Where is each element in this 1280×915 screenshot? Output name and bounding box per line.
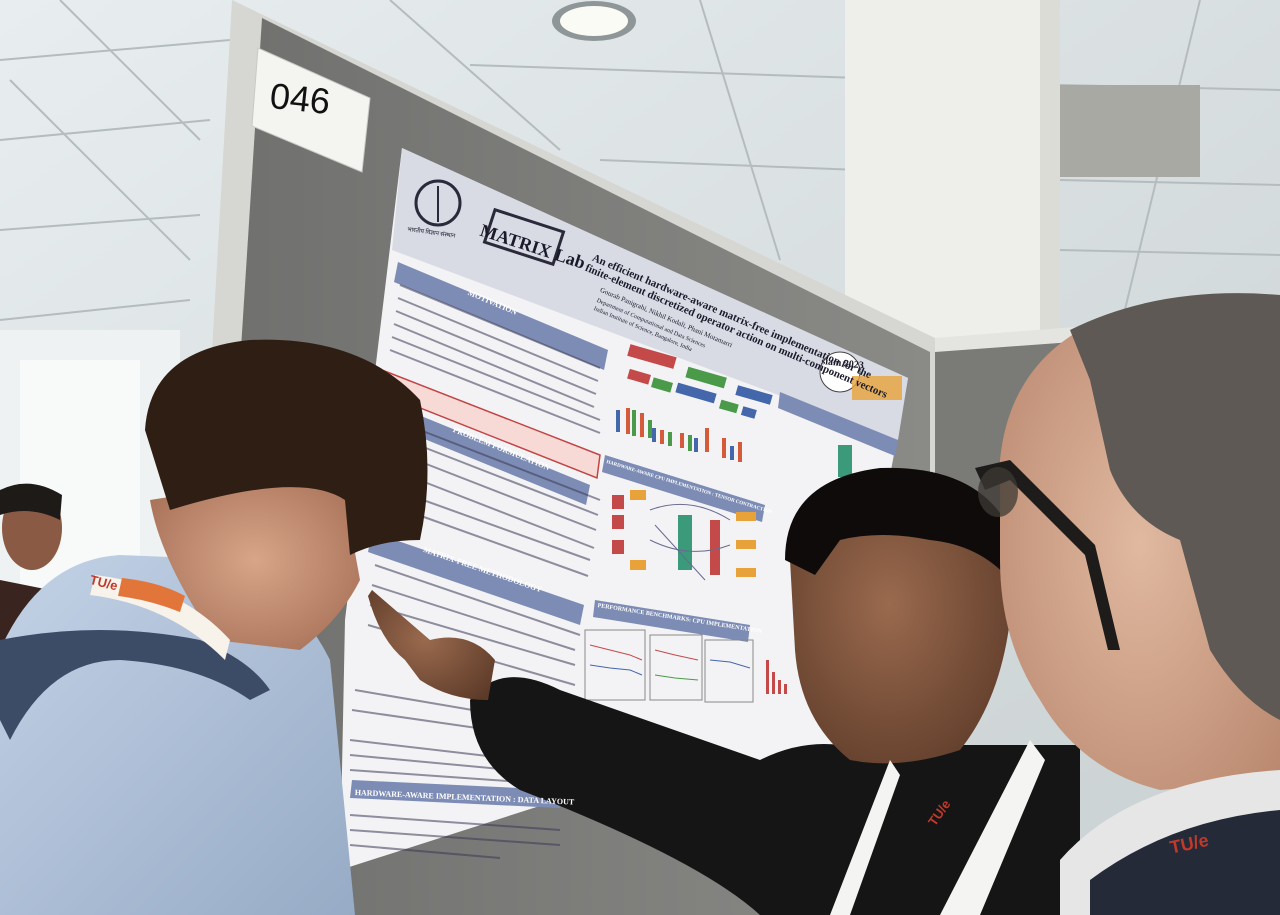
board-number: 046 bbox=[268, 74, 333, 123]
section-bars bbox=[350, 262, 898, 808]
ceiling-vent bbox=[1060, 85, 1200, 177]
attendee-right bbox=[975, 293, 1280, 915]
poster-header bbox=[392, 148, 908, 440]
poster-charts bbox=[584, 344, 852, 703]
siam-logo-icon bbox=[819, 351, 861, 393]
attendee-left bbox=[0, 339, 428, 915]
board-number-card bbox=[251, 47, 371, 173]
attendee-presenter bbox=[368, 467, 1080, 915]
institute-logo-icon bbox=[414, 179, 462, 227]
matrix-lab-logo-icon bbox=[482, 207, 566, 267]
pillar bbox=[845, 0, 1060, 340]
